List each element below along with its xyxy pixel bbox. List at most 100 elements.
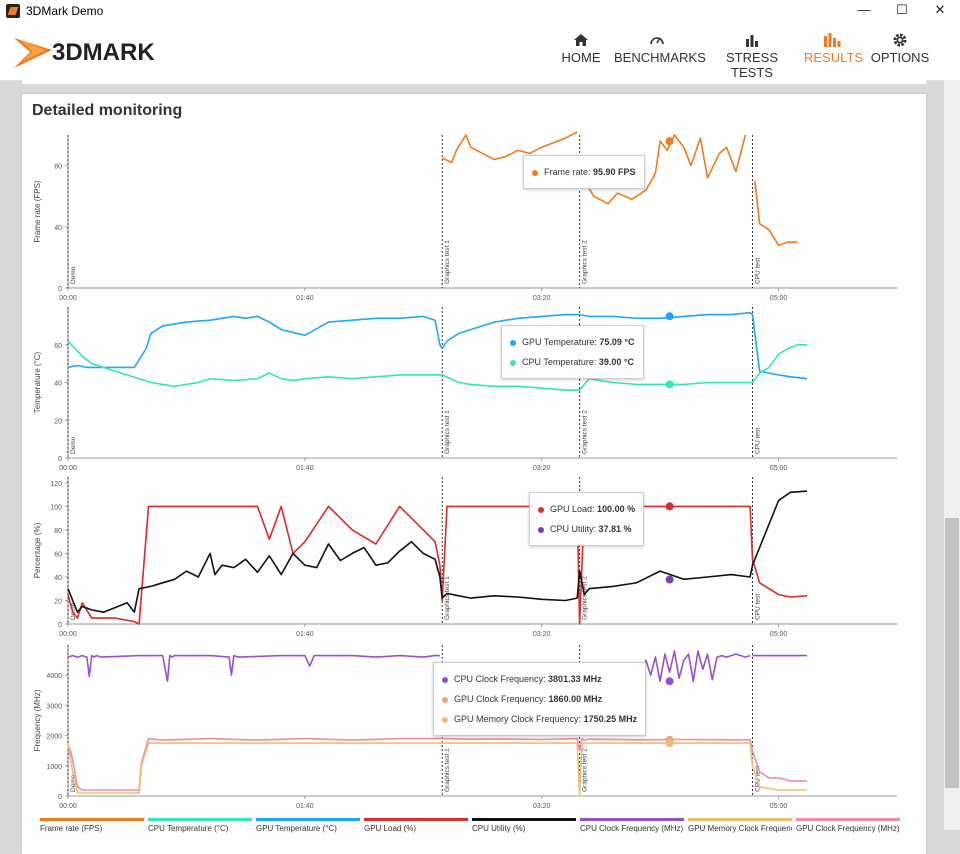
legend-item[interactable]: GPU Clock Frequency (MHz) (796, 818, 900, 833)
tooltip-value: 95.90 FPS (593, 167, 636, 177)
y-tick-label: 20 (54, 598, 62, 605)
legend-item[interactable]: GPU Temperature (°C) (256, 818, 360, 833)
y-tick-label: 40 (54, 381, 62, 388)
test-marker-label: CPU test (755, 428, 762, 454)
x-tick-label: 01:40 (296, 803, 314, 810)
y-axis-label: Frequency (MHz) (33, 689, 42, 751)
tooltip-label: GPU Temperature: (522, 337, 597, 347)
legend-label: GPU Load (%) (364, 824, 417, 833)
legend-item[interactable]: Frame rate (FPS) (40, 818, 144, 833)
series-line (67, 340, 807, 391)
y-axis-label: Percentage (%) (33, 522, 42, 578)
legend-label: CPU Clock Frequency (MHz) (580, 824, 684, 833)
app-icon (6, 4, 20, 18)
tooltip-frequency: CPU Clock Frequency: 3801.33 MHz GPU Clo… (433, 662, 647, 736)
test-marker-label: Graphics test 2 (582, 240, 589, 284)
hover-point (665, 575, 674, 584)
series-line (578, 134, 747, 205)
y-tick-label: 2000 (46, 734, 62, 741)
nav-benchmarks-label: BENCHMARKS (614, 50, 706, 65)
test-marker-label: Graphics test 1 (444, 576, 451, 620)
legend-item[interactable]: CPU Utility (%) (472, 818, 576, 833)
series-line (67, 311, 808, 380)
y-tick-label: 100 (50, 504, 62, 511)
tooltip-row: CPU Clock Frequency: 3801.33 MHz (442, 669, 637, 689)
series-dot-icon (442, 716, 448, 723)
legend-label: GPU Temperature (°C) (256, 824, 337, 833)
tooltip-label: GPU Memory Clock Frequency: (454, 714, 582, 724)
test-marker-label: Graphics test 2 (582, 410, 589, 454)
y-tick-label: 0 (58, 286, 62, 293)
test-marker-label: Demo (70, 602, 77, 620)
x-tick-label: 00:00 (59, 803, 77, 810)
test-marker-label: Demo (70, 436, 77, 454)
test-marker-label: Graphics test 1 (444, 748, 451, 792)
hover-point (665, 677, 674, 686)
legend-swatch (796, 818, 900, 821)
y-axis-label: Temperature (°C) (33, 351, 42, 413)
nav-benchmarks[interactable]: BENCHMARKS (614, 28, 706, 74)
test-marker-label: Demo (70, 266, 77, 284)
legend-item[interactable]: GPU Load (%) (364, 818, 468, 833)
3dmark-logo[interactable]: 3DMARK (12, 28, 192, 74)
y-tick-label: 40 (54, 575, 62, 582)
tooltip-row: GPU Memory Clock Frequency: 1750.25 MHz (442, 709, 637, 729)
legend-item[interactable]: GPU Memory Clock Frequency (MHz) (688, 818, 792, 833)
tooltip-row: CPU Utility: 37.81 % (538, 519, 635, 539)
legend-label: GPU Memory Clock Frequency (MHz) (688, 824, 792, 833)
x-tick-label: 03:20 (533, 465, 551, 472)
nav-stress-tests-label: STRESS TESTS (725, 50, 778, 80)
tooltip-fps: Frame rate: 95.90 FPS (523, 155, 645, 189)
series-dot-icon (538, 506, 544, 513)
series-line (67, 490, 808, 614)
series-dot-icon (442, 676, 448, 683)
x-tick-label: 00:00 (59, 631, 77, 638)
y-tick-label: 3000 (46, 703, 62, 710)
legend-item[interactable]: CPU Temperature (°C) (148, 818, 252, 833)
window-titlebar: 3DMark Demo — ☐ ✕ (0, 0, 960, 22)
legend-label: GPU Clock Frequency (MHz) (796, 824, 900, 833)
tooltip-percentage: GPU Load: 100.00 % CPU Utility: 37.81 % (529, 492, 645, 546)
x-tick-label: 01:40 (296, 295, 314, 302)
nav-options[interactable]: OPTIONS (870, 28, 930, 74)
series-line (67, 737, 807, 791)
y-tick-label: 60 (54, 551, 62, 558)
series-line (754, 180, 798, 246)
nav-home[interactable]: HOME (558, 28, 604, 74)
legend-swatch (148, 818, 252, 821)
series-line (635, 650, 751, 683)
scrollbar-thumb[interactable] (945, 518, 959, 788)
legend-swatch (472, 818, 576, 821)
test-marker-label: Graphics test 1 (444, 410, 451, 454)
maximize-button[interactable]: ☐ (896, 2, 908, 17)
home-icon (558, 28, 604, 50)
legend-swatch (40, 818, 144, 821)
legend-label: CPU Utility (%) (472, 824, 526, 833)
results-icon (804, 28, 860, 50)
hover-point (665, 137, 674, 146)
x-tick-label: 01:40 (296, 465, 314, 472)
nav-stress-tests[interactable]: STRESS TESTS (712, 28, 792, 80)
legend-swatch (688, 818, 792, 821)
series-dot-icon (538, 526, 544, 533)
legend-swatch (256, 818, 360, 821)
tooltip-row: CPU Temperature: 39.00 °C (510, 352, 635, 372)
tooltip-row: GPU Temperature: 75.09 °C (510, 332, 635, 352)
nav-results-label: RESULTS (804, 50, 863, 65)
tooltip-value: 75.09 °C (599, 337, 635, 347)
nav-results[interactable]: RESULTS (804, 28, 863, 74)
tooltip-label: GPU Load: (550, 504, 595, 514)
y-tick-label: 60 (54, 343, 62, 350)
legend-swatch (364, 818, 468, 821)
speedometer-icon (614, 28, 700, 50)
series-line (441, 131, 578, 164)
series-dot-icon (442, 696, 448, 703)
x-tick-label: 05:00 (770, 465, 788, 472)
y-tick-label: 0 (58, 622, 62, 629)
legend-item[interactable]: CPU Clock Frequency (MHz) (580, 818, 684, 833)
y-tick-label: 0 (58, 794, 62, 801)
nav-options-label: OPTIONS (870, 50, 930, 65)
hover-point (665, 312, 674, 321)
minimize-button[interactable]: — (857, 2, 871, 17)
close-button[interactable]: ✕ (934, 2, 946, 17)
